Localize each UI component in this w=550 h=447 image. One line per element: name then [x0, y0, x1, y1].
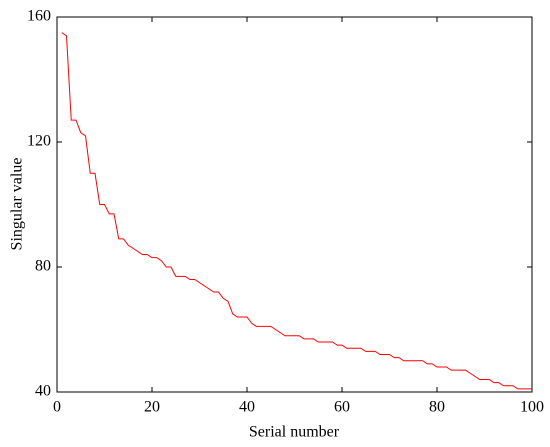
x-tick-label: 40 [239, 399, 255, 416]
y-tick-label: 40 [35, 383, 51, 400]
x-tick-label: 60 [334, 399, 350, 416]
x-tick-label: 0 [53, 399, 61, 416]
y-axis-label: Singular value [9, 158, 26, 251]
y-tick-label: 160 [27, 8, 51, 25]
plot-frame [56, 16, 533, 393]
x-tick-label: 100 [520, 399, 544, 416]
x-axis-label: Serial number [249, 424, 340, 441]
data-line [61, 32, 532, 390]
y-tick-label: 120 [27, 133, 51, 150]
y-tick-label: 80 [35, 258, 51, 275]
x-tick-label: 20 [144, 399, 160, 416]
x-tick-label: 80 [429, 399, 445, 416]
